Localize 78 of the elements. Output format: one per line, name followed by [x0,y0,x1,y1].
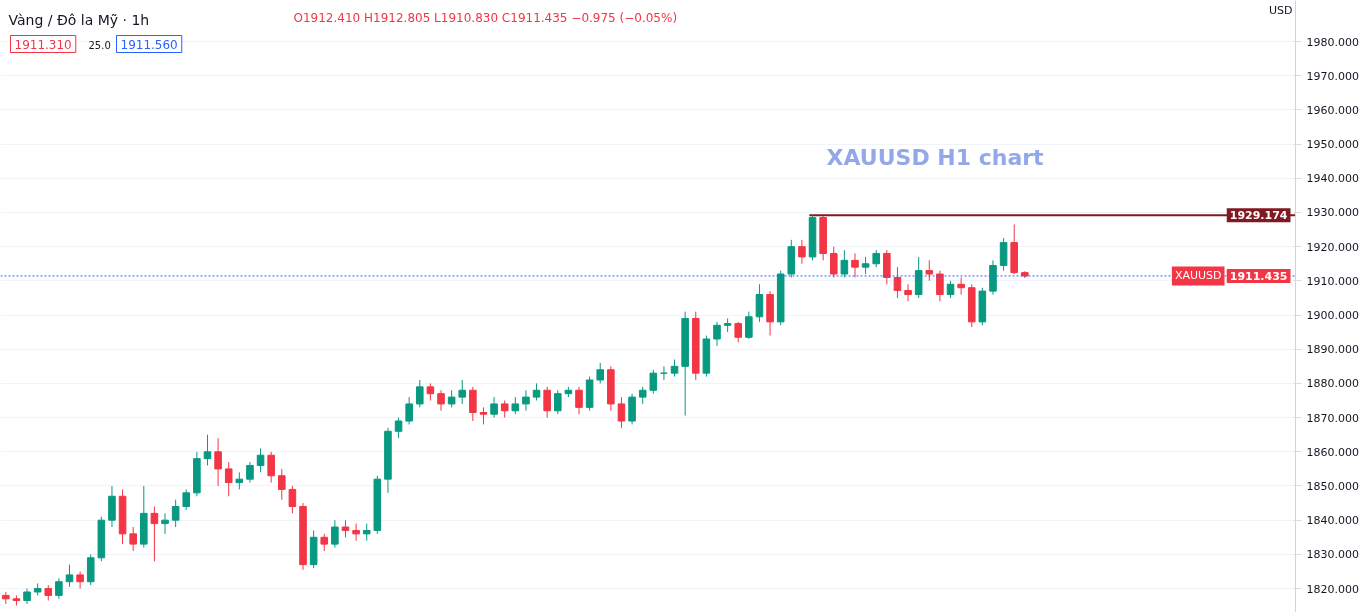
candlestick [522,389,530,412]
candlestick [86,553,95,586]
y-tick-label: 1830.000 [1306,548,1359,562]
candlestick [649,369,658,395]
candlestick [914,256,923,299]
candlestick [150,506,159,562]
candlestick [394,417,403,439]
y-tick-label: 1950.000 [1306,138,1359,152]
candlestick [267,451,275,484]
candlestick [840,249,849,278]
candlestick [904,283,912,302]
y-tick-label: 1920.000 [1306,240,1359,254]
candlestick [224,461,233,497]
candlestick [755,283,764,323]
candlestick [798,239,806,265]
y-tick-label: 1890.000 [1306,343,1359,357]
candlestick [851,253,859,278]
y-tick-label: 1980.000 [1306,35,1359,49]
candlestick [925,259,934,282]
annotation: 1911.560 [120,37,178,52]
annotation: XAUUSD H1 chart [826,144,1045,170]
y-tick-label: 1870.000 [1306,411,1359,425]
annotation: O1912.410 H1912.805 L1910.830 C1911.435 −0.975 (−0.05%) [293,10,678,25]
candlestick [405,396,413,425]
candlestick [161,512,169,535]
candlestick [171,499,180,528]
candlestick [734,321,743,343]
candlestick [596,362,605,384]
candlestick [553,389,562,415]
candlestick [628,393,636,425]
candlestick [331,519,339,549]
candlestick [957,276,965,296]
candlestick [575,386,583,415]
candlestick [352,523,360,542]
text: Vàng / Đô la Mỹ · 1h [8,11,150,28]
y-tick-label: 1970.000 [1306,69,1359,83]
y-tick-label: 1860.000 [1306,445,1359,459]
candlestick [936,270,944,302]
candlestick [713,321,721,347]
candlestick [108,485,116,528]
candlestick [469,386,477,422]
candlestick [288,485,297,514]
candlestick [415,379,424,408]
y-tick-label: 1850.000 [1306,480,1359,493]
candlestick [129,526,137,552]
y-tick-label: 1840.000 [1306,514,1359,528]
candlestick [745,311,753,340]
candlestick [437,389,445,412]
y-tick-label: 1930.000 [1306,206,1359,220]
candlestick [543,386,551,419]
y-tick-label: 1880.000 [1306,377,1359,391]
candlestick [182,488,191,511]
y-tick-label: 1900.000 [1306,309,1359,323]
candlestick [617,396,626,429]
candlestick [893,266,902,299]
candlestick [203,434,212,466]
candlestick [999,237,1008,272]
candlestick [883,249,891,285]
ref-line-label: XAUUSD [1174,269,1222,283]
candlestick [256,447,265,473]
annotation: 25.0 [88,39,111,51]
ref-line-label: 1929.174 [1229,209,1288,223]
candlestick [490,396,498,419]
candlestick [278,468,286,501]
annotation: 1911.435 [1229,269,1288,283]
y-tick-label: 1940.000 [1306,172,1359,186]
candlestick [458,379,467,405]
candlestick [214,437,222,487]
y-axis-title: USD [1269,3,1293,17]
candlestick [55,577,63,600]
candlestick [246,461,254,484]
y-tick-label: 1820.000 [1306,582,1359,596]
y-tick-label: 1960.000 [1306,103,1359,117]
annotation: 1911.310 [14,37,72,52]
candlestick [76,570,84,590]
y-tick-label: 1910.000 [1306,274,1359,288]
candlestick [65,564,74,588]
candlestick [829,246,838,278]
